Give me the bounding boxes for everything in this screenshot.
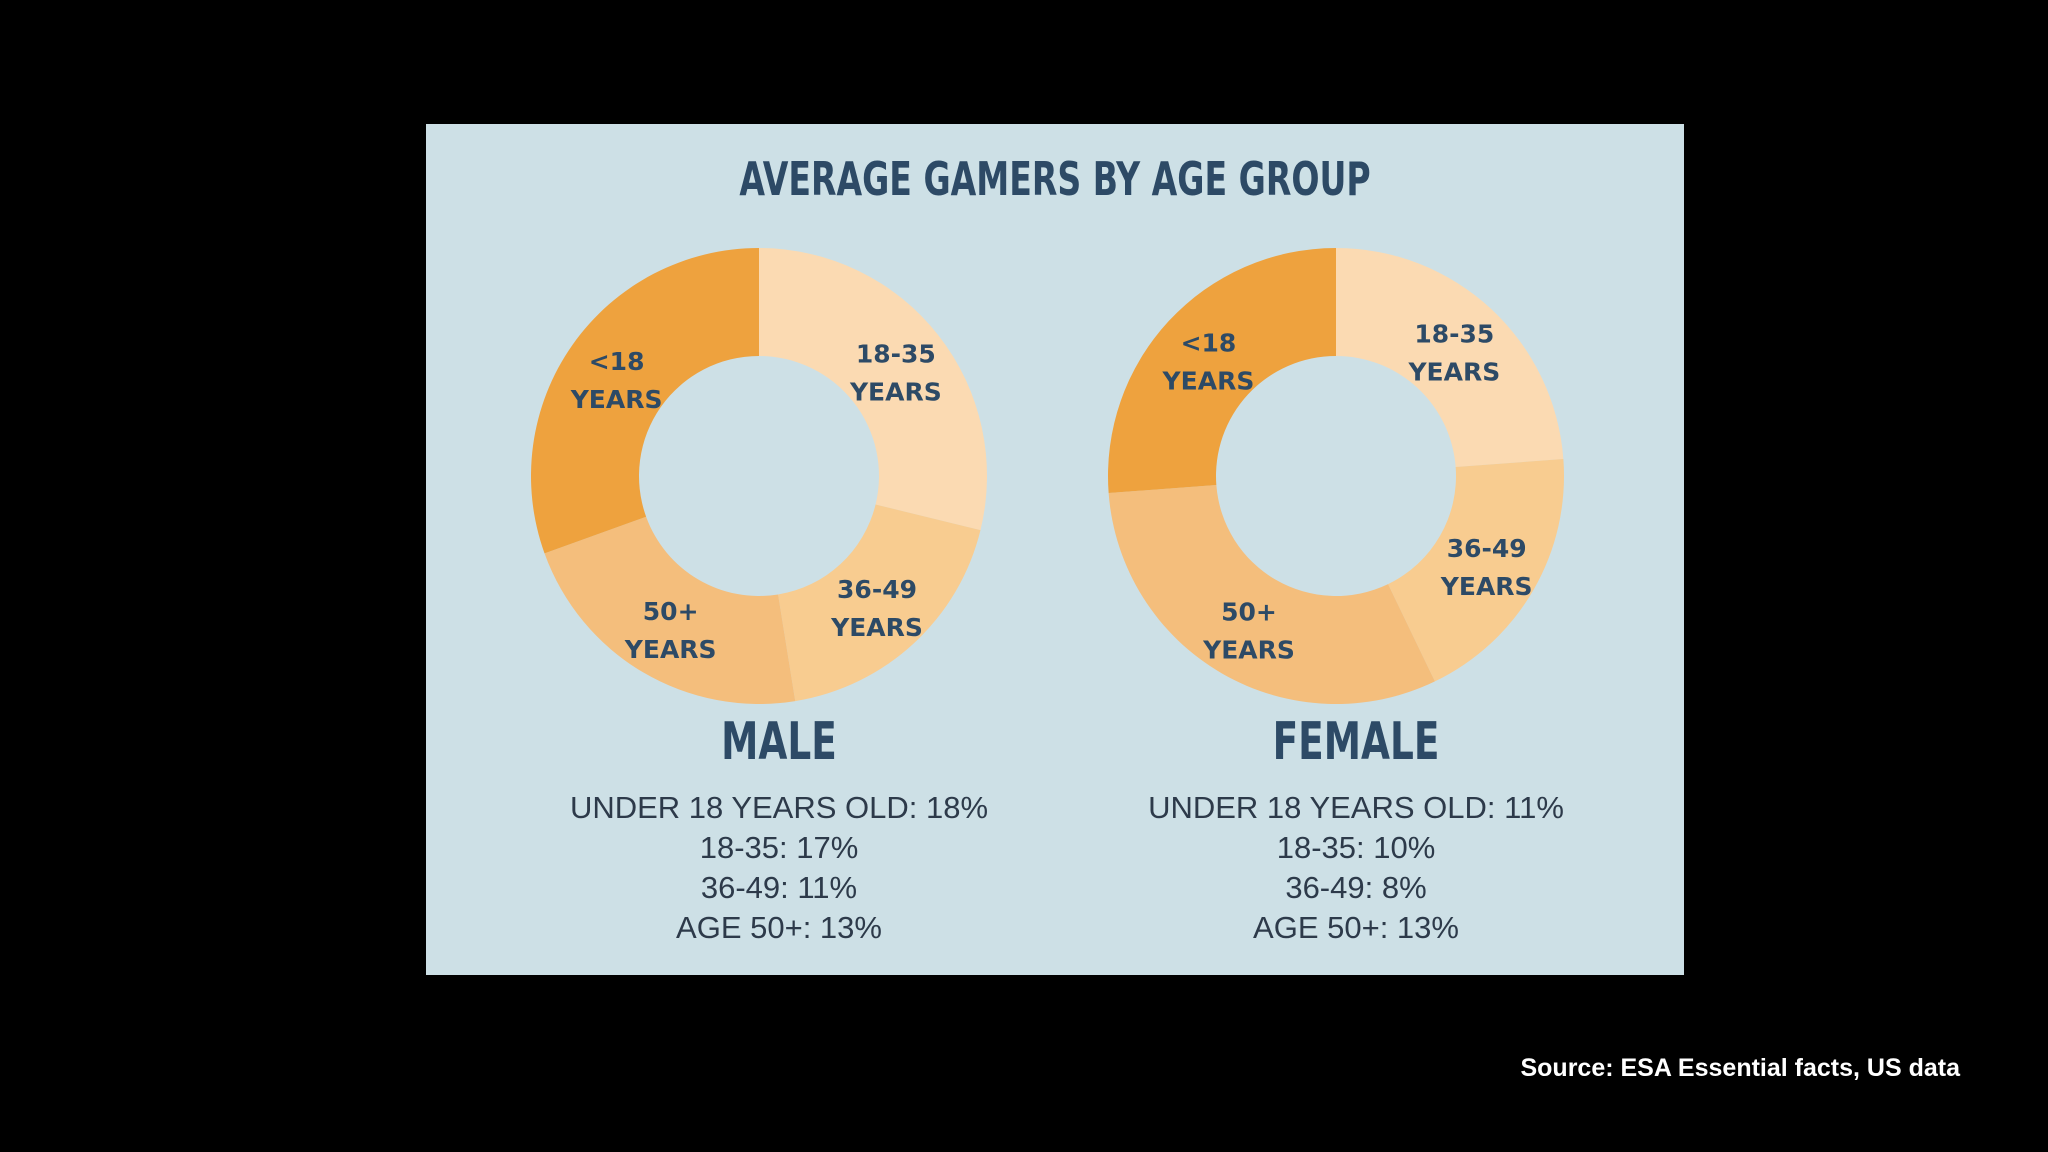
male-slice-18-35 [759, 248, 987, 531]
female-slice-18-35 [1336, 248, 1564, 468]
female-slice-label-50-plus: 50+ YEARS [1202, 598, 1295, 665]
male-slice-label-36-49: 36-49 YEARS [830, 575, 923, 642]
female-slice-36-49 [1388, 458, 1564, 682]
male-stat-18-35: 18-35: 17% [699, 830, 859, 865]
source-note: Source: ESA Essential facts, US data [1520, 1054, 1960, 1082]
female-stat-18-35: 18-35: 10% [1276, 830, 1436, 865]
female-stat-36-49: 36-49: 8% [1285, 870, 1427, 905]
female-stat-50-plus: AGE 50+: 13% [1253, 910, 1459, 945]
male-donut-chart: 18-35 YEARS 36-49 YEARS 50+ YEARS <18 YEARS [531, 248, 987, 705]
male-slice-label-50-plus: 50+ YEARS [624, 597, 717, 664]
female-stat-under-18: UNDER 18 YEARS OLD: 11% [1148, 790, 1564, 825]
female-slice-label-under-18: <18 YEARS [1162, 329, 1255, 396]
female-stats: UNDER 18 YEARS OLD: 11% 18-35: 10% 36-49… [1056, 788, 1656, 948]
male-slice-under-18 [531, 248, 759, 554]
male-stats: UNDER 18 YEARS OLD: 18% 18-35: 17% 36-49… [479, 788, 1079, 948]
male-slice-label-under-18: <18 YEARS [570, 347, 663, 414]
female-slice-50-plus [1108, 484, 1435, 704]
infographic-panel: AVERAGE GAMERS BY AGE GROUP 18-35 YEARS 36… [426, 124, 1684, 975]
male-stat-36-49: 36-49: 11% [700, 870, 858, 905]
male-title: MALE [721, 712, 837, 772]
male-slice-36-49 [778, 504, 981, 702]
female-donut-chart: 18-35 YEARS 36-49 YEARS 50+ YEARS <18 YEARS [1108, 248, 1564, 704]
male-slice-50-plus [544, 516, 796, 705]
male-stat-under-18: UNDER 18 YEARS OLD: 18% [569, 790, 989, 825]
chart-title: AVERAGE GAMERS BY AGE GROUP [739, 152, 1371, 206]
male-slice-label-18-35: 18-35 YEARS [849, 340, 942, 407]
female-slice-label-36-49: 36-49 YEARS [1440, 534, 1533, 601]
male-stat-50-plus: AGE 50+: 13% [676, 910, 882, 945]
female-slice-under-18 [1108, 248, 1336, 494]
female-title: FEMALE [1272, 712, 1440, 772]
female-slice-label-18-35: 18-35 YEARS [1407, 319, 1500, 386]
